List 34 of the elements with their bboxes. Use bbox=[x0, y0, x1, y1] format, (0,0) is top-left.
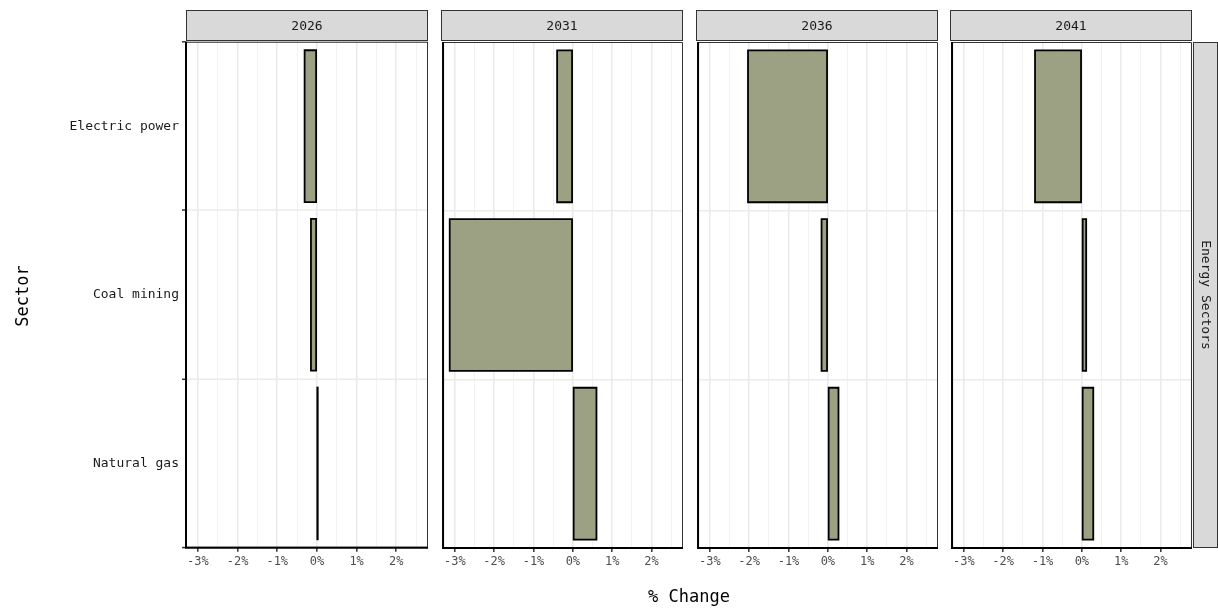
y-tick-label: Coal mining bbox=[92, 286, 179, 302]
y-tick-label: Natural gas bbox=[92, 454, 179, 470]
x-tick-label: 0% bbox=[820, 554, 836, 569]
x-tick-label: 1% bbox=[349, 554, 365, 569]
chart-title: 2041 bbox=[950, 10, 1192, 41]
text: Energy Sectors bbox=[1198, 240, 1213, 350]
chart-title: 2031 bbox=[441, 10, 683, 41]
x-tick-label: 2% bbox=[389, 554, 405, 569]
y-tick-label: Electric power bbox=[69, 117, 180, 133]
x-tick-label: 0% bbox=[565, 554, 581, 569]
x-tick-label: 0% bbox=[309, 554, 325, 569]
x-tick-label: -1% bbox=[1031, 554, 1055, 569]
x-tick-label: 2% bbox=[1153, 554, 1169, 569]
x-tick-label: 1% bbox=[1113, 554, 1130, 569]
y-axis-title: Sector bbox=[12, 265, 32, 327]
x-tick-label: -3% bbox=[443, 554, 467, 569]
x-tick-label: 2% bbox=[899, 554, 915, 569]
x-tick-label: -2% bbox=[738, 554, 761, 569]
x-tick-label: -3% bbox=[952, 554, 976, 569]
x-tick-label: 0% bbox=[1074, 554, 1090, 569]
chart-title: 2026 bbox=[186, 10, 428, 41]
x-tick-label: -2% bbox=[226, 554, 250, 569]
x-tick-label: -2% bbox=[483, 554, 506, 569]
x-tick-label: 2% bbox=[644, 554, 660, 569]
x-tick-label: -1% bbox=[777, 554, 801, 569]
x-tick-label: -1% bbox=[522, 554, 546, 569]
x-axis-title: % Change bbox=[648, 586, 730, 606]
x-tick-label: -2% bbox=[992, 554, 1015, 569]
x-tick-label: -3% bbox=[187, 554, 210, 569]
x-tick-label: 1% bbox=[859, 554, 876, 569]
x-tick-label: -1% bbox=[266, 554, 289, 569]
chart-title: 2036 bbox=[696, 10, 938, 41]
x-tick-label: 1% bbox=[604, 554, 621, 569]
x-tick-label: -3% bbox=[698, 554, 722, 569]
